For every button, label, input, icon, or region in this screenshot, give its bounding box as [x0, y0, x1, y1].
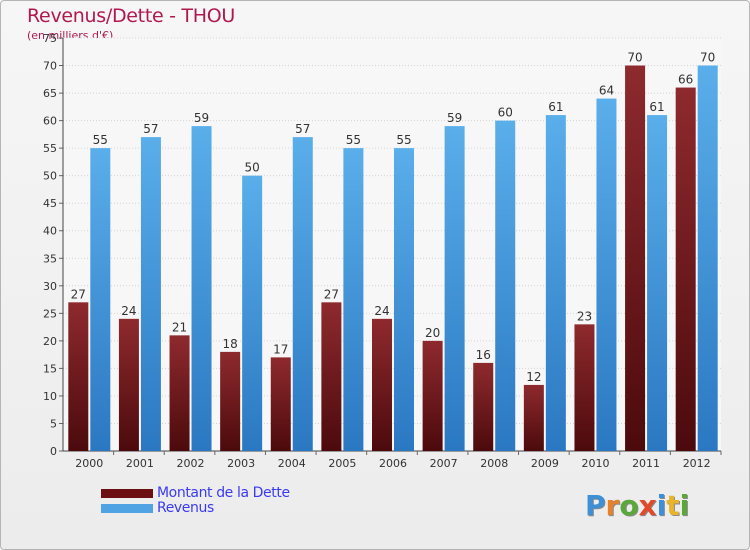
bar-dette	[220, 351, 241, 451]
bar-dette	[270, 357, 291, 451]
data-label-dette: 27	[71, 287, 86, 301]
data-label-revenus: 50	[245, 161, 260, 175]
data-label-revenus: 61	[649, 100, 664, 114]
data-label-dette: 17	[273, 342, 288, 356]
bar-revenus	[140, 137, 161, 451]
x-tick-label: 2004	[278, 457, 306, 470]
bar-revenus	[596, 98, 617, 451]
bar-revenus	[191, 126, 212, 452]
bar-dette	[372, 318, 392, 451]
data-label-dette: 16	[476, 348, 491, 362]
data-label-dette: 24	[374, 304, 389, 318]
bar-dette	[169, 335, 190, 451]
data-label-revenus: 64	[599, 84, 614, 98]
y-tick-label: 0	[50, 445, 57, 458]
data-label-dette: 23	[577, 309, 592, 323]
bar-dette	[321, 302, 342, 451]
bar-dette	[675, 87, 696, 451]
x-tick-label: 2012	[683, 457, 711, 470]
data-label-revenus: 61	[548, 100, 563, 114]
data-label-dette: 24	[121, 304, 136, 318]
proxiti-logo: Proxiti	[585, 489, 690, 522]
data-label-revenus: 70	[700, 51, 715, 65]
x-tick-label: 2002	[177, 457, 205, 470]
bar-dette	[574, 324, 595, 451]
x-tick-label: 2011	[632, 457, 660, 470]
y-tick-label: 55	[43, 142, 57, 155]
bar-revenus	[545, 115, 566, 452]
y-tick-label: 15	[43, 362, 57, 375]
bar-dette	[422, 340, 443, 451]
bar-revenus	[292, 137, 313, 451]
x-tick-label: 2009	[531, 457, 559, 470]
bar-dette	[473, 362, 494, 451]
bar-revenus	[647, 115, 668, 452]
y-tick-label: 5	[50, 417, 57, 430]
data-label-dette: 21	[172, 320, 187, 334]
data-label-dette: 70	[627, 51, 642, 65]
data-label-revenus: 57	[295, 122, 310, 136]
legend-item-dette: Montant de la Dette	[101, 485, 361, 501]
y-tick-label: 40	[43, 225, 57, 238]
x-tick-label: 2000	[75, 457, 103, 470]
y-tick-label: 70	[43, 60, 57, 73]
data-label-revenus: 60	[498, 106, 513, 120]
chart-title: Revenus/Dette - THOU	[27, 5, 235, 27]
bar-revenus	[394, 148, 414, 451]
x-tick-label: 2001	[126, 457, 154, 470]
bar-dette	[625, 65, 646, 452]
y-tick-label: 75	[43, 32, 57, 45]
data-label-dette: 20	[425, 326, 440, 340]
bar-revenus	[90, 148, 111, 451]
y-tick-label: 45	[43, 197, 57, 210]
y-tick-label: 25	[43, 307, 57, 320]
data-label-revenus: 59	[194, 111, 209, 125]
bar-dette	[118, 318, 139, 451]
data-label-revenus: 55	[346, 133, 361, 147]
legend-label-revenus: Revenus	[157, 500, 214, 516]
bar-revenus	[495, 120, 516, 451]
y-tick-label: 65	[43, 87, 57, 100]
bar-revenus	[242, 175, 263, 451]
data-label-dette: 12	[526, 370, 541, 384]
y-tick-label: 50	[43, 170, 57, 183]
data-label-revenus: 55	[93, 133, 108, 147]
x-tick-label: 2003	[227, 457, 255, 470]
legend-item-revenus: Revenus	[101, 500, 361, 516]
x-tick-label: 2005	[328, 457, 356, 470]
legend-label-dette: Montant de la Dette	[157, 485, 290, 501]
data-label-dette: 66	[678, 73, 693, 87]
data-label-revenus: 57	[143, 122, 158, 136]
data-label-dette: 27	[324, 287, 339, 301]
y-tick-label: 10	[43, 390, 57, 403]
y-tick-label: 20	[43, 335, 57, 348]
data-label-revenus: 59	[447, 111, 462, 125]
bar-dette	[68, 302, 89, 451]
data-label-dette: 18	[223, 337, 238, 351]
bar-revenus	[343, 148, 364, 451]
y-tick-label: 35	[43, 252, 57, 265]
bar-revenus	[697, 65, 718, 452]
x-tick-label: 2007	[430, 457, 458, 470]
bar-revenus	[444, 126, 465, 452]
x-tick-label: 2008	[480, 457, 508, 470]
legend-swatch-dette	[101, 489, 153, 498]
y-tick-label: 30	[43, 280, 57, 293]
legend-swatch-revenus	[101, 504, 153, 513]
y-tick-label: 60	[43, 115, 57, 128]
data-label-revenus: 55	[396, 133, 411, 147]
bar-dette	[523, 384, 544, 451]
x-tick-label: 2006	[379, 457, 407, 470]
x-tick-label: 2010	[581, 457, 609, 470]
